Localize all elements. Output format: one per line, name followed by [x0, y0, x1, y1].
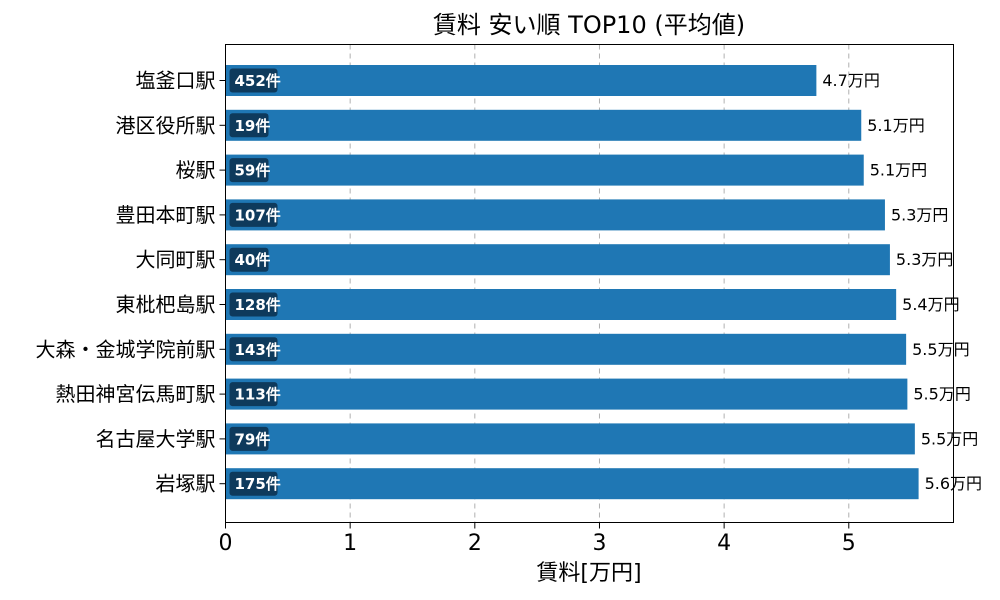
value-label: 5.3万円: [891, 205, 948, 224]
category-label: 豊田本町駅: [116, 203, 216, 227]
plot-frame: [225, 44, 954, 523]
count-badge: [229, 426, 269, 451]
x-axis: 0 1 2 3 4 5: [219, 522, 856, 556]
bar: [225, 423, 915, 455]
value-label: 5.4万円: [902, 295, 959, 314]
value-label: 5.5万円: [912, 340, 969, 359]
x-tick-label: 1: [343, 531, 357, 556]
category-label: 東枇杷島駅: [116, 293, 216, 317]
bar: [225, 333, 907, 365]
category-label: 港区役所駅: [116, 113, 216, 137]
value-label: 5.3万円: [896, 250, 953, 269]
value-label: 4.7万円: [822, 71, 879, 90]
x-tick-label: 4: [717, 531, 731, 556]
count-badge: [229, 247, 269, 272]
count-label: 113件: [235, 386, 281, 404]
x-tick-label: 0: [219, 531, 233, 556]
category-label: 名古屋大学駅: [96, 427, 216, 451]
count-label: 452件: [235, 72, 281, 90]
bar: [225, 65, 817, 96]
count-badge: [229, 382, 278, 407]
count-badge: [229, 113, 269, 138]
count-label: 143件: [235, 341, 281, 359]
category-label: 大同町駅: [136, 248, 216, 272]
bar: [225, 244, 890, 276]
bars: 452件 4.7万円 19件 5.1万円 59件 5.1万円 107件 5.3万円 40件 5.3…: [225, 65, 982, 500]
count-badge: [229, 202, 278, 227]
category-label: 塩釜口駅: [136, 69, 216, 93]
bar: [225, 154, 864, 186]
x-tick-label: 5: [842, 531, 856, 556]
category-label: 熱田神宮伝馬町駅: [56, 382, 216, 406]
count-badge: [229, 292, 278, 317]
bar: [225, 199, 885, 231]
x-axis-label: 賃料[万円]: [536, 561, 641, 586]
count-label: 107件: [235, 206, 281, 224]
count-label: 128件: [235, 296, 281, 314]
count-label: 175件: [235, 475, 281, 493]
count-badge: [229, 158, 269, 183]
count-label: 79件: [235, 430, 271, 448]
bar: [225, 109, 862, 141]
count-badge: [229, 68, 278, 93]
value-label: 5.1万円: [867, 116, 924, 135]
bar: [225, 378, 908, 410]
count-label: 40件: [235, 251, 271, 269]
category-label: 桜駅: [176, 158, 216, 182]
value-label: 5.1万円: [870, 161, 927, 180]
bar: [225, 289, 897, 320]
category-label: 大森・金城学院前駅: [36, 337, 216, 361]
value-label: 5.5万円: [913, 385, 970, 404]
value-label: 5.5万円: [921, 429, 978, 448]
count-badge: [229, 471, 278, 496]
chart-title: 賃料 安い順 TOP10 (平均値): [433, 11, 745, 39]
count-badge: [229, 337, 278, 362]
y-axis: 塩釜口駅港区役所駅桜駅豊田本町駅大同町駅東枇杷島駅大森・金城学院前駅熱田神宮伝馬…: [36, 69, 226, 496]
count-label: 19件: [235, 117, 271, 135]
bar: [225, 468, 919, 500]
count-label: 59件: [235, 162, 271, 180]
x-tick-label: 3: [592, 531, 606, 556]
x-tick-label: 2: [468, 531, 482, 556]
category-label: 岩塚駅: [156, 472, 216, 496]
